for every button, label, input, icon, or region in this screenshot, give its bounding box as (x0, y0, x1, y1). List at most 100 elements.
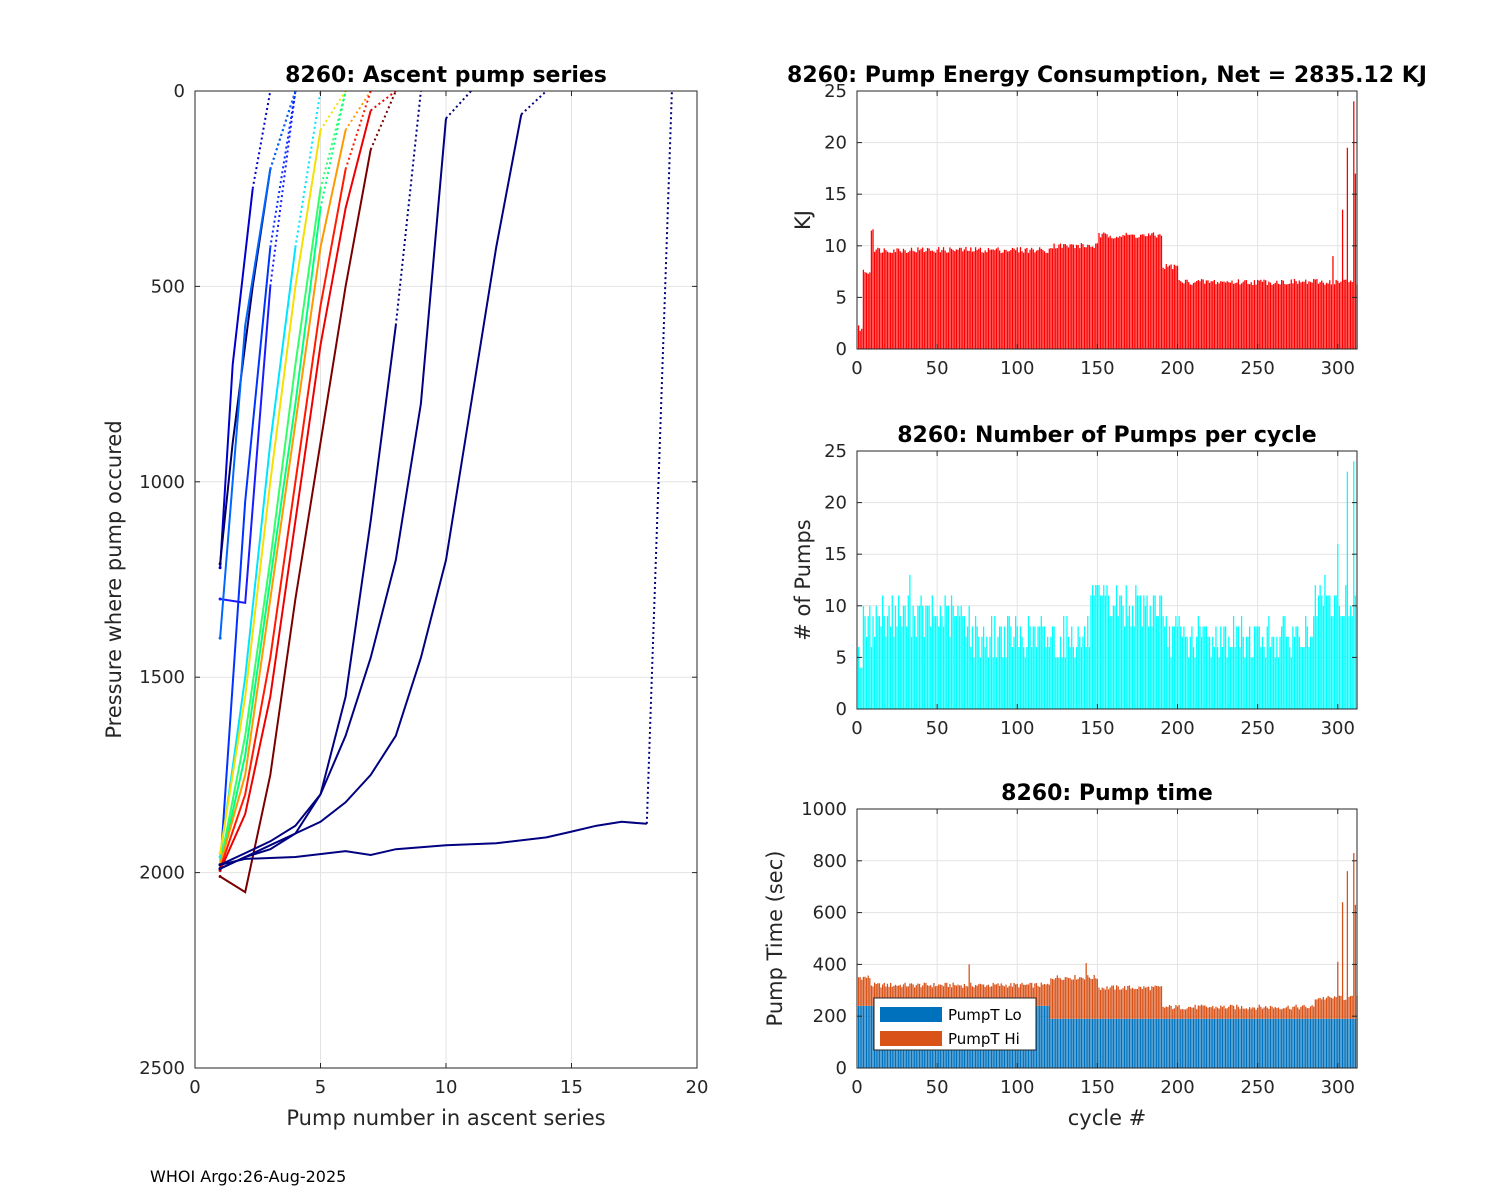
bar (1053, 243, 1055, 349)
bar (997, 247, 999, 349)
bar (1250, 282, 1252, 349)
bar-pumpt-lo (1284, 1018, 1286, 1068)
bar (1027, 616, 1030, 709)
bar-pumpt-hi (939, 984, 941, 1006)
bar-pumpt-lo (1263, 1018, 1265, 1068)
bar (1321, 280, 1323, 349)
bar-pumpt-lo (1152, 1018, 1155, 1068)
bar (992, 249, 994, 349)
bar-pumpt-lo (1040, 1005, 1042, 1068)
bar-pumpt-hi (1170, 1006, 1172, 1019)
series-line-navy (219, 820, 647, 866)
bar (1011, 247, 1014, 349)
bar-pumpt-lo (869, 1005, 871, 1068)
bar-pumpt-hi (931, 987, 933, 1006)
x-tick-label: 150 (1080, 358, 1114, 379)
bar (1244, 280, 1246, 349)
bar-pumpt-hi (1183, 1009, 1185, 1019)
bar (938, 247, 940, 349)
bar-pumpt-lo (1224, 1018, 1227, 1068)
bar (986, 636, 988, 709)
legend-swatch (880, 1031, 942, 1046)
bar (1199, 281, 1201, 349)
bar-pumpt-hi (1321, 999, 1323, 1019)
bar (1282, 616, 1284, 709)
bar (950, 248, 953, 349)
bar-pumpt-hi (891, 986, 893, 1006)
bar-pumpt-hi (1027, 984, 1030, 1006)
series-line-dotted-blue (269, 91, 297, 287)
bar (1204, 626, 1206, 709)
bar-pumpt-hi (894, 984, 897, 1006)
bars-group (857, 101, 1358, 349)
bar-pumpt-hi (867, 975, 869, 1006)
bar-pumpt-hi (1285, 1007, 1288, 1019)
bar-pumpt-hi (1236, 1004, 1238, 1019)
bar (893, 249, 895, 349)
bar-pumpt-lo (1120, 1018, 1123, 1068)
bar-pumpt-hi (1237, 1006, 1240, 1019)
bar (1035, 250, 1038, 349)
bar-pumpt-hi (883, 982, 885, 1006)
bar (1348, 616, 1350, 709)
legend: PumpT Lo PumpT Hi (873, 997, 1037, 1051)
y-tick-label: 1000 (139, 472, 185, 493)
bar-pumpt-hi (987, 984, 990, 1006)
bar-pumpt-hi (920, 987, 922, 1006)
bar-pumpt-lo (1228, 1018, 1230, 1068)
bar (1029, 626, 1031, 709)
bar (1202, 279, 1204, 349)
series-line-dotted-navy (645, 91, 673, 824)
bar-pumpt-lo (1282, 1018, 1284, 1068)
bar (930, 250, 932, 349)
bar-pumpt-hi (896, 985, 898, 1006)
series-line-green (219, 188, 322, 865)
bar (984, 647, 986, 709)
bar-pumpt-lo (1277, 1018, 1280, 1068)
bar (1109, 616, 1111, 709)
bar (1341, 616, 1344, 709)
bar-pumpt-hi (928, 985, 930, 1006)
bar-pumpt-lo (1223, 1018, 1225, 1068)
bar-pumpt-hi (1178, 1004, 1180, 1019)
x-tick-label: 200 (1160, 358, 1194, 379)
bar (1123, 626, 1126, 709)
bar (941, 616, 943, 709)
bar (1168, 265, 1171, 349)
bar-pumpt-lo (1279, 1018, 1281, 1068)
bar (1085, 247, 1087, 349)
bar (920, 595, 922, 709)
bar (1231, 647, 1233, 709)
bar (1149, 235, 1151, 349)
bar-pumpt-hi (994, 984, 996, 1006)
bar (941, 249, 943, 349)
bar (1090, 595, 1092, 709)
bar (873, 251, 876, 349)
bar (1125, 585, 1127, 709)
bar (914, 616, 916, 709)
bar-pumpt-hi (1103, 988, 1105, 1019)
bar-pumpt-lo (1082, 1018, 1084, 1068)
bar (883, 248, 885, 349)
bar-pumpt-hi (1069, 978, 1071, 1019)
bar-pumpt-hi (1346, 871, 1349, 1019)
bar-pumpt-lo (1087, 1018, 1089, 1068)
bar-pumpt-hi (1261, 1008, 1264, 1019)
bar (896, 626, 898, 709)
bar-pumpt-hi (1157, 986, 1159, 1019)
bar (1077, 626, 1079, 709)
bar (1042, 626, 1044, 709)
series-line-dotted-blue (269, 91, 297, 170)
bar (1173, 264, 1175, 349)
bar-pumpt-hi (1186, 1008, 1188, 1019)
bar-pumpt-hi (1192, 1007, 1195, 1019)
bar (1114, 605, 1116, 709)
bar-pumpt-lo (867, 1005, 869, 1068)
bar (1319, 585, 1321, 709)
chart-0: 0 5 10 15 20 0 500 1000 1500 2000 2500 8260: Ascent… (102, 63, 708, 1130)
bar-pumpt-hi (1287, 1005, 1289, 1019)
bar (946, 605, 948, 709)
bar (1244, 657, 1246, 709)
bar (979, 657, 982, 709)
bar-pumpt-lo (1164, 1018, 1166, 1068)
